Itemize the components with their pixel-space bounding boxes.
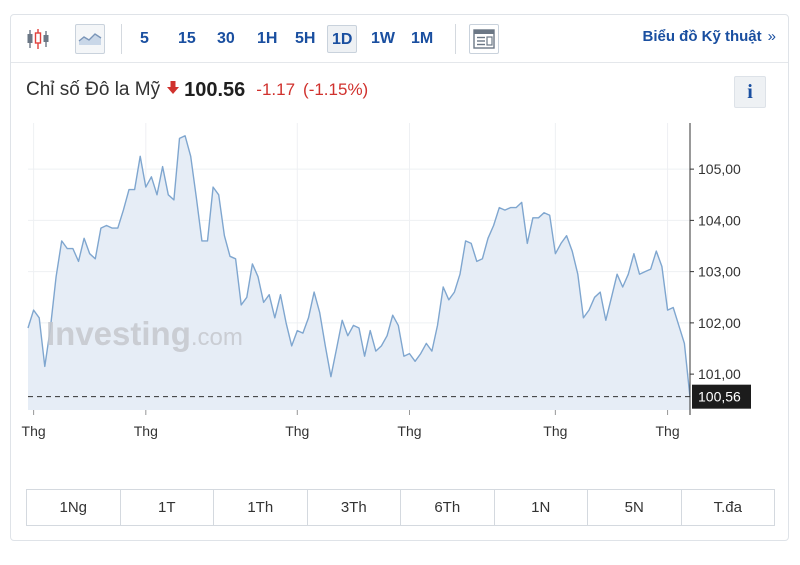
interval-5-button[interactable]: 5	[140, 30, 149, 47]
range-button[interactable]: 6Th	[401, 490, 495, 525]
series-line	[27, 135, 691, 398]
down-arrow-icon	[167, 80, 180, 100]
last-price-label: 100,56	[698, 389, 741, 405]
x-tick-label: Thg	[134, 423, 158, 439]
toolbar-divider	[121, 24, 122, 54]
range-button[interactable]: 1T	[121, 490, 214, 525]
y-tick-label: 105,00	[698, 161, 741, 177]
technical-chart-link[interactable]: Biểu đồ Kỹ thuật »	[642, 28, 776, 45]
chart-widget: 5 15 30 1H 5H 1D 1W 1M Biểu đồ Kỹ thuật » Chỉ số…	[10, 14, 789, 541]
x-tick-label: Thg	[397, 423, 421, 439]
series-area	[28, 135, 690, 411]
area-chart-icon[interactable]	[75, 24, 105, 54]
price-chart[interactable]: Investing.com 105,00 104,00 103,00 102,00 101…	[11, 15, 790, 485]
chevron-right-icon: »	[767, 28, 776, 45]
interval-5h-button[interactable]: 5H	[295, 30, 316, 47]
range-button[interactable]: 3Th	[308, 490, 401, 525]
time-range-selector: 1Ng 1T 1Th 3Th 6Th 1N 5N T.đa	[26, 489, 775, 526]
price-change: -1.17	[256, 80, 296, 99]
range-button[interactable]: 1Ng	[27, 490, 121, 525]
y-tick-label: 104,00	[698, 212, 741, 228]
watermark-logo: Investing.com	[46, 315, 243, 352]
range-button[interactable]: 1Th	[214, 490, 308, 525]
price-change-percent: (-1.15%)	[303, 80, 369, 99]
interval-1m-button[interactable]: 1M	[411, 30, 434, 47]
technical-chart-label: Biểu đồ Kỹ thuật	[642, 28, 762, 45]
range-button[interactable]: 5N	[588, 490, 682, 525]
range-button[interactable]: T.đa	[713, 499, 742, 516]
interval-1d-button[interactable]: 1D	[327, 25, 358, 53]
instrument-name: Chỉ số Đô la Mỹ	[26, 79, 161, 100]
interval-1h-button[interactable]: 1H	[257, 30, 278, 47]
interval-1w-button[interactable]: 1W	[371, 30, 395, 47]
last-price: 100.56	[184, 78, 246, 101]
x-tick-label: Thg	[543, 423, 567, 439]
y-tick-label: 103,00	[698, 264, 741, 280]
info-icon: i	[747, 80, 753, 103]
toolbar-divider	[455, 24, 456, 54]
table-view-icon[interactable]	[469, 24, 499, 54]
x-tick-label: Thg	[22, 423, 46, 439]
info-button[interactable]: i	[734, 76, 766, 108]
y-tick-label: 101,00	[698, 366, 741, 382]
x-tick-label: Thg	[655, 423, 679, 439]
interval-30-button[interactable]: 30	[217, 30, 235, 47]
candlestick-chart-icon[interactable]	[23, 24, 53, 54]
range-button[interactable]: 1N	[495, 490, 588, 525]
quote-header: Chỉ số Đô la Mỹ 100.56 -1.17 (-1.15%)	[26, 77, 368, 103]
x-tick-label: Thg	[285, 423, 309, 439]
y-tick-label: 102,00	[698, 315, 741, 331]
last-price-tag	[692, 384, 751, 409]
chart-toolbar: 5 15 30 1H 5H 1D 1W 1M Biểu đồ Kỹ thuật »	[11, 15, 788, 63]
interval-15-button[interactable]: 15	[178, 30, 196, 47]
